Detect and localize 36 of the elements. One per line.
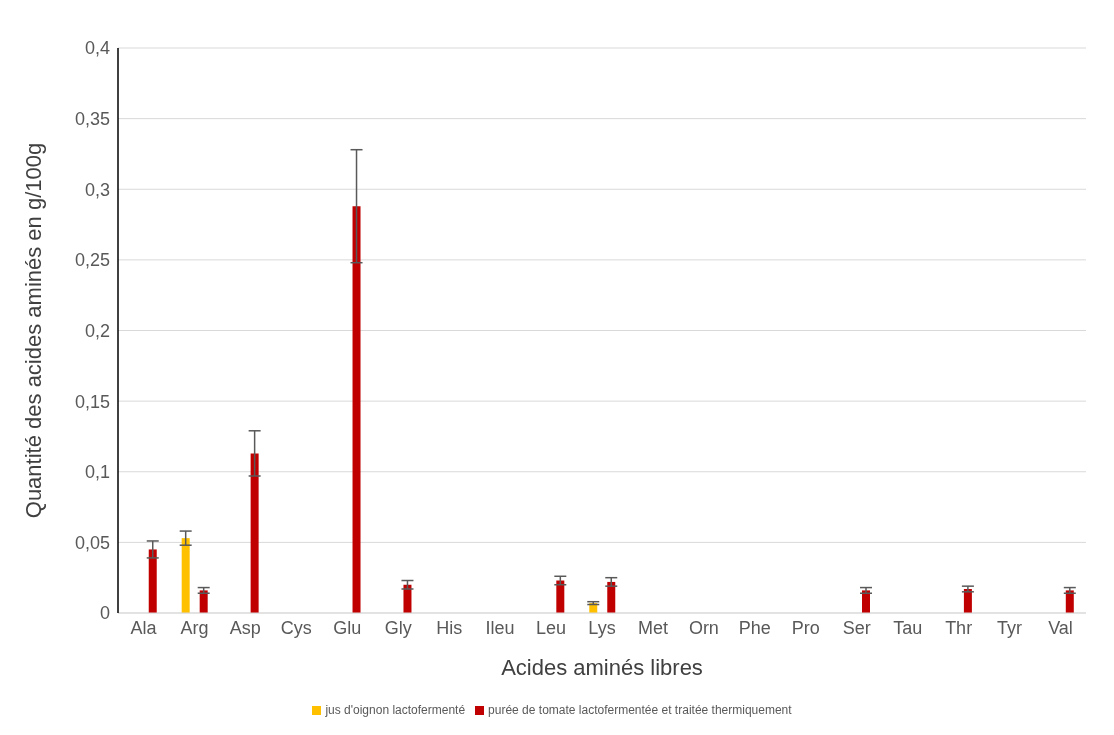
x-tick-label: Val bbox=[1048, 617, 1073, 638]
x-tick-label: Lys bbox=[588, 617, 616, 638]
y-tick-label: 0,25 bbox=[74, 250, 110, 271]
y-tick-label: 0,15 bbox=[74, 391, 110, 412]
bar bbox=[352, 206, 361, 613]
x-tick-label: Glu bbox=[333, 617, 362, 638]
x-tick-label: Tyr bbox=[997, 617, 1023, 638]
y-axis-title: Quantité des acides aminés en g/100g bbox=[20, 142, 46, 519]
x-tick-label: Met bbox=[637, 617, 668, 638]
x-tick-label: Ileu bbox=[485, 617, 515, 638]
x-tick-label: Leu bbox=[536, 617, 567, 638]
x-tick-label: Phe bbox=[738, 617, 771, 638]
y-tick-label: 0,05 bbox=[74, 532, 110, 553]
x-tick-label: Ala bbox=[130, 617, 158, 638]
x-tick-label: His bbox=[436, 617, 463, 638]
x-tick-label: Orn bbox=[688, 617, 719, 638]
y-tick-label: 0,1 bbox=[84, 462, 110, 483]
y-tick-label: 0,35 bbox=[74, 109, 110, 130]
x-axis-title: Acides aminés libres bbox=[501, 655, 703, 680]
bar bbox=[181, 538, 190, 613]
y-tick-label: 0,4 bbox=[84, 38, 110, 59]
legend-label: purée de tomate lactofermentée et traitée thermiquement bbox=[488, 703, 792, 717]
x-tick-label: Cys bbox=[280, 617, 312, 638]
y-tick-label: 0 bbox=[99, 603, 110, 624]
x-tick-label: Tau bbox=[893, 617, 923, 638]
x-tick-label: Asp bbox=[229, 617, 261, 638]
y-tick-label: 0,2 bbox=[84, 320, 110, 341]
legend-label: jus d'oignon lactofermenté bbox=[325, 703, 466, 717]
x-tick-label: Pro bbox=[791, 617, 820, 638]
x-tick-label: Thr bbox=[945, 617, 973, 638]
bar bbox=[250, 453, 259, 613]
bar bbox=[148, 549, 157, 613]
x-tick-label: Ser bbox=[842, 617, 871, 638]
x-tick-label: Gly bbox=[384, 617, 412, 638]
x-tick-label: Arg bbox=[180, 617, 209, 638]
y-tick-label: 0,3 bbox=[84, 179, 110, 200]
